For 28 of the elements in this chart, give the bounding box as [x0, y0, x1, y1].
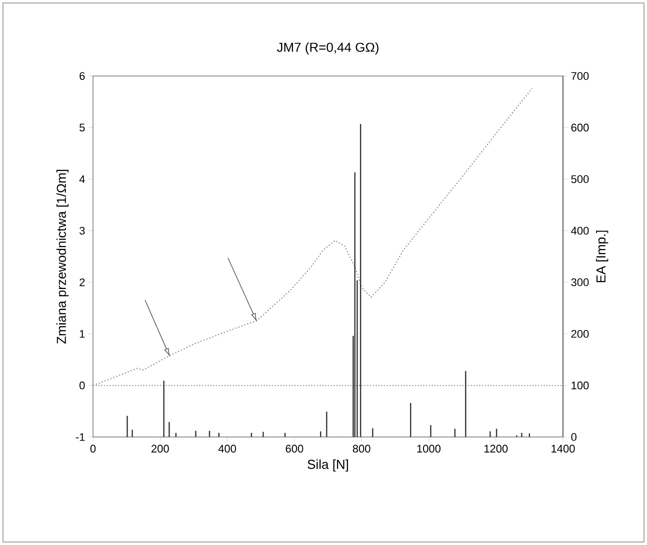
y-tick-label: 5: [80, 124, 85, 132]
x-tick-label: 1000: [417, 444, 441, 453]
y2-tick-label: 700: [571, 72, 589, 80]
y2-tick-label: 600: [571, 124, 589, 132]
y-tick-label: 4: [79, 175, 85, 183]
y-tick-label: 1: [80, 330, 85, 338]
y2-tick-label: 0: [571, 433, 576, 441]
y-axis-title: Zmiana przewodnictwa [1/Ωm]: [56, 170, 69, 344]
y-tick-label: 6: [80, 72, 85, 80]
x-tick-label: 1200: [484, 444, 508, 453]
y2-tick-label: 500: [571, 175, 589, 184]
x-axis-title: Sila [N]: [308, 459, 348, 472]
y2-tick-label: 400: [571, 226, 589, 235]
x-tick-label: 400: [218, 444, 236, 453]
x-tick-label: 800: [352, 444, 370, 453]
y2-tick-label: 200: [571, 330, 589, 338]
x-tick-label: 0: [90, 444, 96, 453]
y-tick-label: 2: [80, 278, 85, 286]
y2-tick-label: 300: [571, 278, 589, 286]
x-tick-label: 1400: [552, 444, 575, 453]
y-tick-label: -1: [76, 433, 85, 441]
chart-title: JM7 (R=0,44 GΩ): [276, 42, 378, 54]
x-tick-label: 600: [286, 444, 304, 453]
y-tick-label: 0: [80, 382, 85, 390]
x-tick-label: 200: [152, 444, 169, 453]
y2-axis-title: EA [Imp.]: [596, 230, 608, 282]
y2-tick-label: 100: [572, 382, 589, 390]
y-tick-label: 3: [80, 226, 85, 235]
